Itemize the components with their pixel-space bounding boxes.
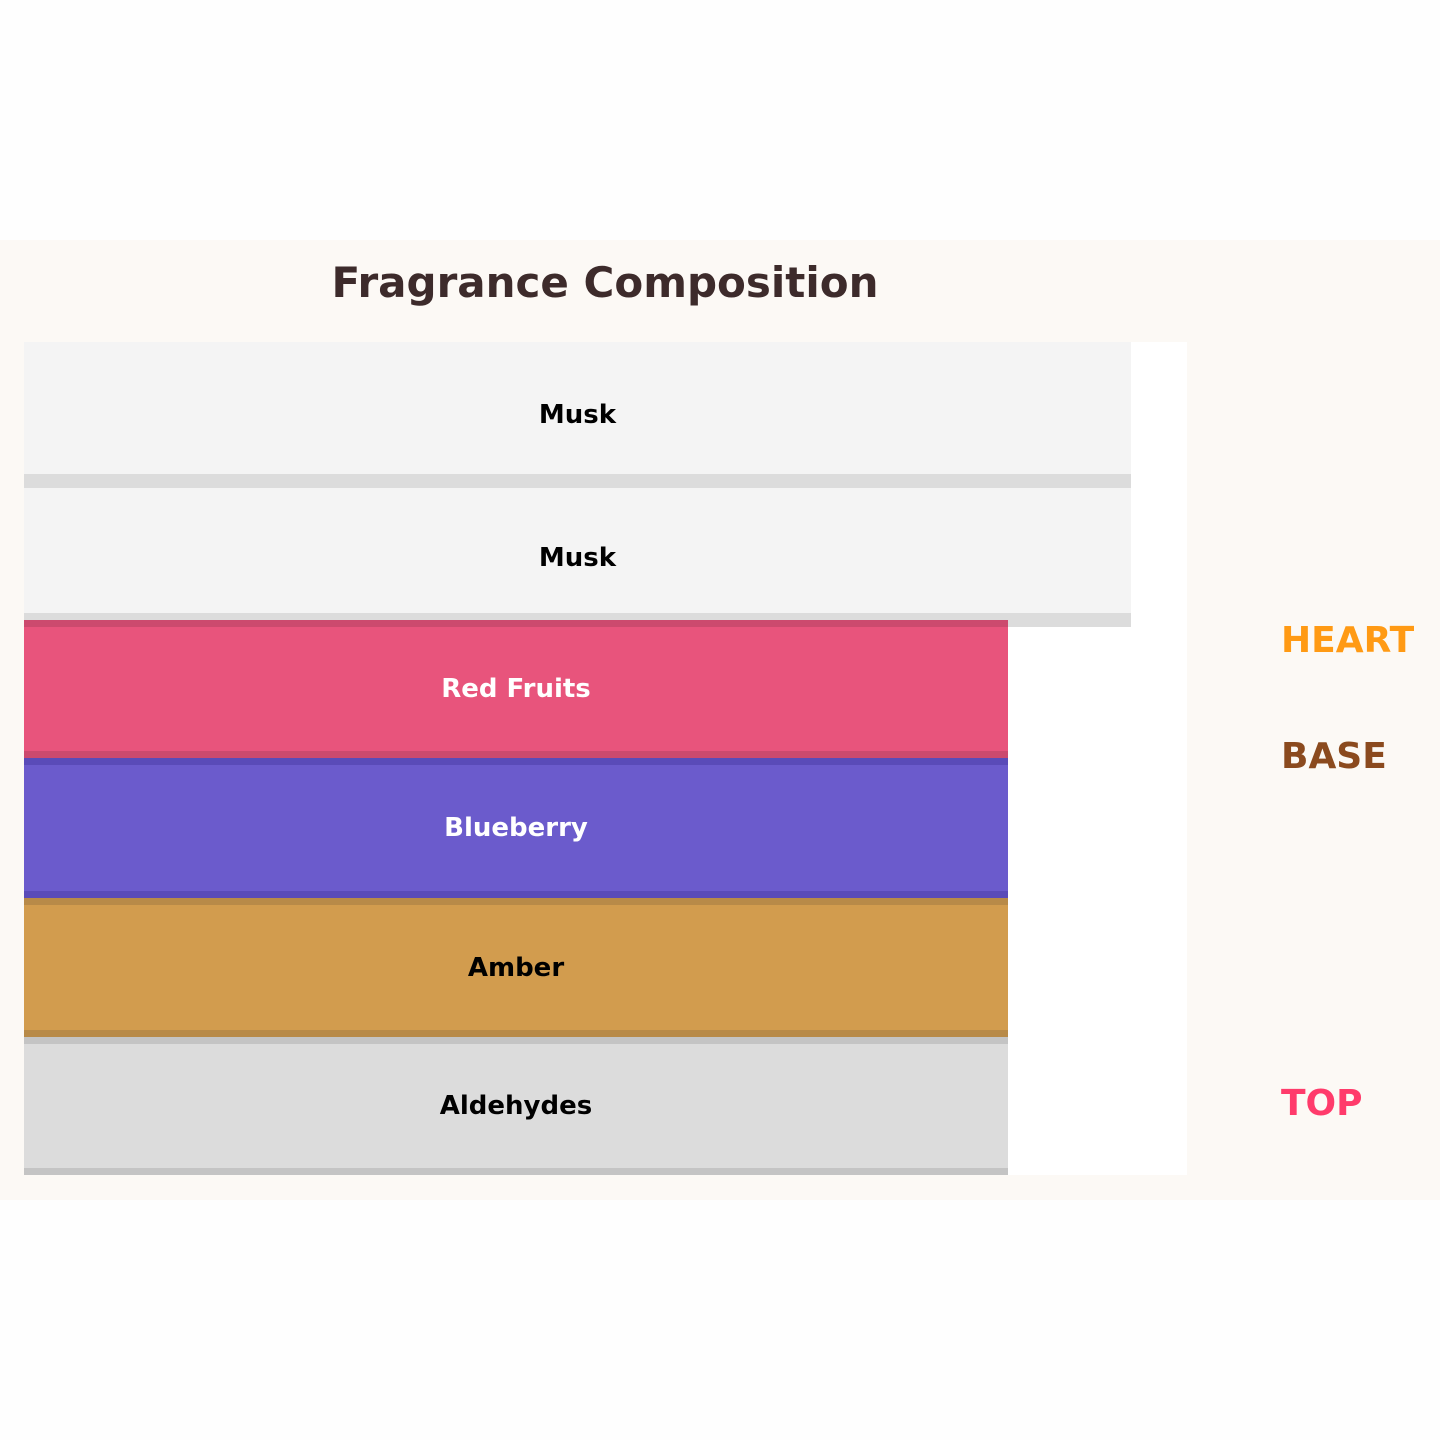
layer-aldehydes: Aldehydes	[24, 1037, 1008, 1175]
chart-title: Fragrance Composition	[331, 258, 879, 307]
tier-label-top: TOP	[1281, 1083, 1363, 1124]
layer-band	[24, 1037, 1008, 1044]
layer-musk-1: Musk	[24, 342, 1131, 488]
layer-label: Amber	[467, 952, 565, 983]
layer-red-fruits: Red Fruits	[24, 620, 1008, 758]
layer-musk-2: Musk	[24, 488, 1131, 627]
layer-band	[24, 758, 1008, 765]
layer-blueberry: Blueberry	[24, 758, 1008, 898]
tier-label-heart: HEART	[1281, 620, 1415, 661]
layer-amber: Amber	[24, 898, 1008, 1037]
layer-label: Aldehydes	[439, 1091, 593, 1121]
layer-label: Musk	[538, 542, 617, 573]
tier-label-base: BASE	[1281, 736, 1387, 777]
layer-band	[24, 1168, 1008, 1175]
layer-label: Red Fruits	[441, 674, 591, 704]
layer-band	[24, 1030, 1008, 1037]
layer-label: Blueberry	[444, 813, 588, 843]
layer-band	[24, 474, 1131, 488]
layer-band	[24, 751, 1008, 758]
layer-band	[24, 891, 1008, 898]
layer-band	[24, 898, 1008, 905]
layer-band	[24, 620, 1008, 627]
layer-label: Musk	[538, 400, 617, 430]
